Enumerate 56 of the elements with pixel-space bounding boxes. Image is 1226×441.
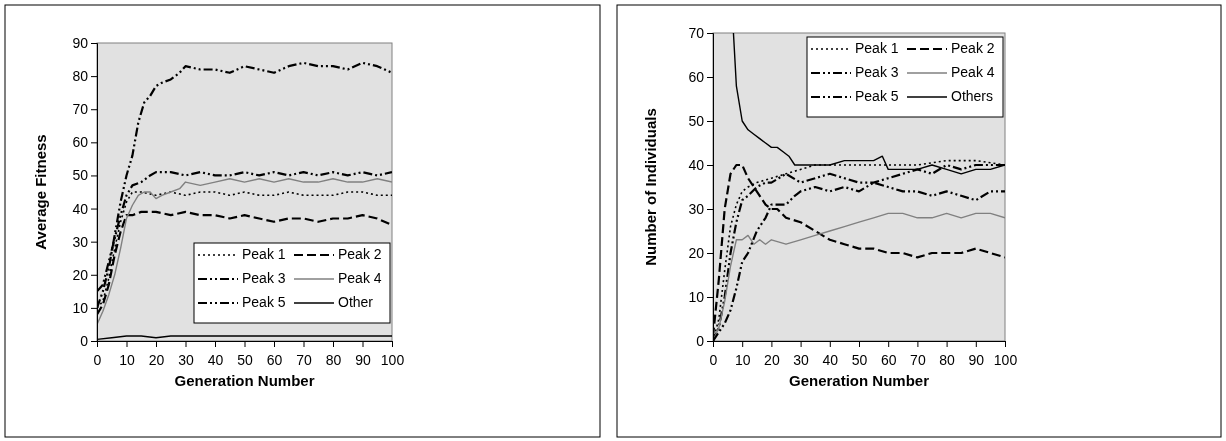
legend-label: Peak 1 bbox=[855, 40, 899, 56]
x-tick-label: 20 bbox=[148, 352, 165, 369]
x-tick-label: 50 bbox=[237, 352, 253, 369]
y-tick-label: 30 bbox=[72, 233, 89, 250]
x-axis-title: Generation Number bbox=[174, 372, 315, 389]
x-tick-label: 90 bbox=[355, 352, 371, 369]
x-tick-label: 10 bbox=[734, 352, 751, 369]
y-tick-label: 40 bbox=[688, 156, 705, 173]
x-tick-label: 100 bbox=[993, 352, 1018, 369]
x-tick-label: 40 bbox=[822, 352, 839, 369]
y-tick-label: 50 bbox=[72, 167, 89, 184]
x-tick-label: 60 bbox=[266, 352, 283, 369]
y-tick-label: 50 bbox=[688, 112, 705, 129]
x-tick-label: 60 bbox=[880, 352, 897, 369]
legend-label: Peak 5 bbox=[242, 294, 286, 310]
x-axis-title: Generation Number bbox=[788, 372, 930, 389]
legend-label: Peak 2 bbox=[951, 40, 995, 56]
x-tick-label: 70 bbox=[910, 352, 926, 369]
x-tick-label: 80 bbox=[939, 352, 956, 369]
y-tick-label: 20 bbox=[688, 244, 705, 261]
legend-label: Peak 2 bbox=[338, 246, 382, 262]
x-tick-label: 40 bbox=[207, 352, 224, 369]
x-tick-label: 100 bbox=[380, 352, 405, 369]
y-tick-label: 0 bbox=[696, 332, 705, 349]
y-tick-label: 90 bbox=[72, 34, 89, 51]
y-tick-label: 80 bbox=[72, 68, 89, 85]
x-tick-label: 80 bbox=[325, 352, 342, 369]
x-tick-label: 50 bbox=[851, 352, 868, 369]
y-tick-label: 70 bbox=[72, 101, 89, 118]
x-tick-label: 90 bbox=[968, 352, 985, 369]
legend-label: Peak 3 bbox=[242, 270, 286, 286]
x-tick-label: 30 bbox=[793, 352, 810, 369]
legend-label: Peak 5 bbox=[855, 88, 899, 104]
x-tick-label: 70 bbox=[296, 352, 312, 369]
y-axis-title: Average Fitness bbox=[32, 134, 49, 250]
y-tick-label: 0 bbox=[80, 332, 89, 349]
legend-label: Peak 4 bbox=[338, 270, 382, 286]
y-tick-label: 30 bbox=[688, 200, 705, 217]
y-tick-label: 10 bbox=[72, 299, 89, 316]
x-tick-label: 0 bbox=[709, 352, 718, 369]
legend-label: Peak 1 bbox=[242, 246, 286, 262]
x-tick-label: 20 bbox=[764, 352, 780, 369]
legend-label: Others bbox=[951, 88, 994, 104]
y-tick-label: 40 bbox=[72, 200, 89, 217]
y-tick-label: 70 bbox=[688, 24, 705, 41]
legend-label: Other bbox=[338, 294, 374, 310]
legend-label: Peak 3 bbox=[855, 64, 899, 80]
y-tick-label: 60 bbox=[72, 134, 89, 151]
legend-label: Peak 4 bbox=[951, 64, 995, 80]
x-tick-label: 10 bbox=[119, 352, 135, 369]
x-tick-label: 0 bbox=[93, 352, 102, 369]
y-tick-label: 10 bbox=[688, 288, 705, 305]
y-tick-label: 60 bbox=[688, 68, 705, 85]
y-tick-label: 20 bbox=[72, 266, 89, 283]
x-tick-label: 30 bbox=[178, 352, 194, 369]
y-axis-title: Number of Individuals bbox=[642, 108, 659, 266]
